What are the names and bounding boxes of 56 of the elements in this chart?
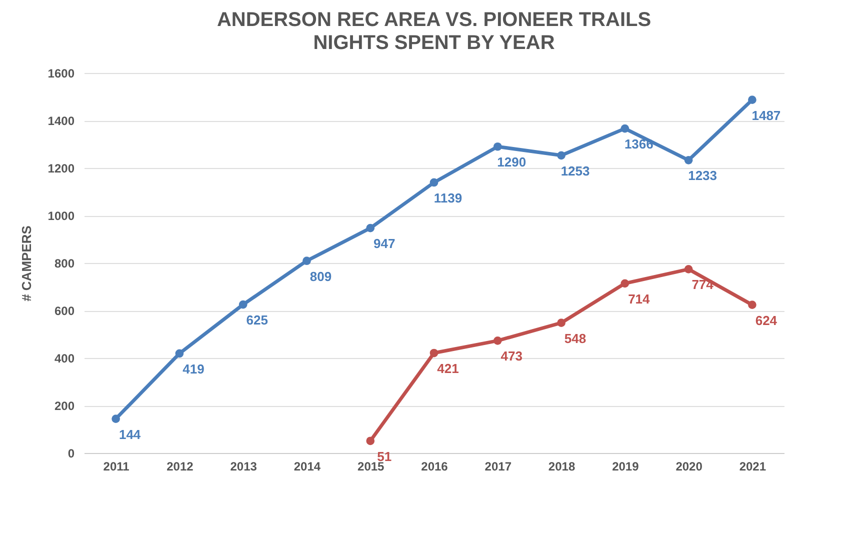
point — [620, 124, 630, 133]
data-label: 1139 — [434, 190, 462, 206]
chart-subtitle: NIGHTS SPENT BY YEAR — [313, 32, 556, 54]
point — [748, 96, 756, 104]
data-label: 473 — [500, 348, 522, 364]
data-label: 624 — [755, 312, 778, 328]
x-tick-label: 2020 — [676, 460, 703, 474]
y-tick-label: 1200 — [48, 162, 75, 176]
chart-title: ANDERSON REC AREA VS. PIONEER TRAILS — [216, 9, 652, 31]
y-axis-title: # CAMPERS — [18, 225, 34, 302]
data-label: 144 — [118, 426, 142, 442]
data-label: 1233 — [688, 168, 718, 184]
data-label: 947 — [374, 236, 396, 252]
data-label: 419 — [182, 361, 204, 376]
data-label: 714 — [628, 291, 651, 306]
y-tick-label: 1400 — [48, 114, 75, 128]
x-tick-label: 2019 — [612, 460, 640, 474]
data-label: 1253 — [560, 163, 590, 178]
x-tick-label: 2013 — [230, 460, 258, 474]
data-label: 1290 — [497, 154, 526, 170]
point — [493, 142, 502, 151]
x-tick-label: 2016 — [421, 460, 448, 474]
data-label: 421 — [437, 361, 459, 376]
x-tick-label: 2012 — [166, 460, 194, 474]
point — [684, 156, 693, 164]
point — [557, 318, 566, 328]
y-tick-label: 1600 — [48, 66, 75, 80]
x-tick-label: 2015 — [358, 460, 385, 474]
y-tick-label: 1000 — [48, 209, 75, 223]
y-tick-label: 800 — [54, 256, 75, 270]
y-tick-label: 600 — [54, 304, 75, 318]
x-tick-label: 2018 — [548, 460, 576, 474]
x-tick-label: 2011 — [103, 460, 130, 474]
point — [238, 300, 248, 309]
x-tick-label: 2014 — [294, 460, 321, 474]
y-tick-label: 0 — [68, 446, 75, 460]
x-tick-label: 2017 — [484, 460, 512, 474]
data-label: 625 — [246, 312, 268, 328]
point — [430, 178, 438, 187]
point — [366, 224, 375, 232]
point — [366, 436, 375, 446]
point — [620, 279, 630, 288]
point — [112, 414, 120, 423]
data-label: 548 — [564, 330, 586, 346]
data-label: 809 — [310, 268, 332, 284]
point — [302, 256, 311, 266]
y-tick-label: 200 — [54, 399, 75, 413]
point — [557, 151, 566, 160]
x-tick-label: 2021 — [739, 460, 766, 474]
data-label: 1487 — [752, 108, 781, 123]
point — [175, 349, 184, 358]
point — [493, 336, 502, 345]
point — [748, 300, 756, 309]
point — [684, 265, 693, 274]
y-tick-label: 400 — [54, 352, 75, 366]
point — [430, 348, 438, 358]
